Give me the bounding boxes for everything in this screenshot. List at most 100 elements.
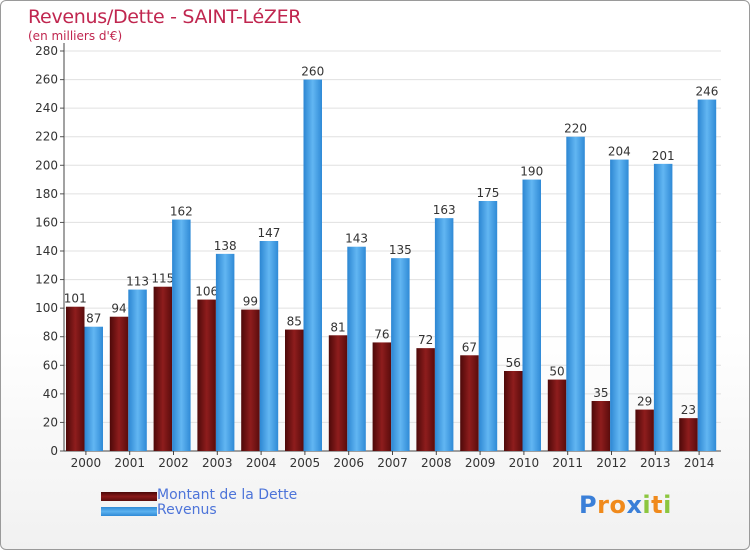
y-tick-label: 180 (35, 187, 58, 201)
y-tick-label: 120 (35, 273, 58, 287)
x-tick-label: 2014 (684, 456, 715, 470)
data-label-revenus: 113 (126, 275, 149, 289)
data-label-revenus: 138 (214, 239, 237, 253)
data-label-dette: 50 (549, 365, 564, 379)
data-label-dette: 99 (243, 295, 258, 309)
legend-label-dette: Montant de la Dette (157, 487, 298, 503)
legend-label-revenus: Revenus (157, 502, 217, 518)
bar-dette (460, 355, 479, 451)
x-tick-label: 2008 (421, 456, 452, 470)
logo-letter: o (609, 491, 627, 519)
bar-revenus (172, 219, 191, 451)
x-tick-label: 2000 (71, 456, 102, 470)
x-tick-label: 2012 (596, 456, 627, 470)
bar-dette (328, 335, 348, 451)
x-tick-label: 2013 (640, 456, 671, 470)
x-tick-label: 2002 (158, 456, 189, 470)
data-label-revenus: 246 (695, 85, 718, 99)
bar-dette (591, 401, 611, 451)
data-label-revenus: 162 (170, 205, 193, 219)
data-label-revenus: 143 (345, 232, 368, 246)
logo-letter: r (597, 491, 610, 519)
bar-revenus (566, 136, 585, 451)
bar-revenus (84, 326, 103, 451)
bar-dette (504, 371, 523, 451)
y-tick-label: 80 (43, 330, 58, 344)
bar-revenus (303, 79, 322, 452)
logo-letter: i (663, 491, 672, 519)
bar-dette (241, 309, 260, 451)
data-label-dette: 56 (506, 356, 521, 370)
bar-revenus (653, 163, 673, 451)
chart-title: Revenus/Dette - SAINT-LéZER (28, 6, 302, 28)
x-tick-label: 2011 (552, 456, 583, 470)
data-label-dette: 94 (111, 302, 126, 316)
legend-swatch-revenus (101, 507, 157, 516)
data-label-dette: 101 (64, 292, 87, 306)
bar-dette (372, 342, 392, 451)
y-tick-label: 20 (43, 415, 58, 429)
bar-revenus (347, 246, 366, 451)
data-label-revenus: 163 (433, 203, 456, 217)
y-tick-label: 240 (35, 101, 58, 115)
logo-letter: t (651, 491, 664, 519)
y-tick-label: 160 (35, 215, 58, 229)
logo-letter: P (579, 491, 598, 519)
data-label-revenus: 201 (652, 149, 675, 163)
data-label-revenus: 190 (520, 165, 543, 179)
y-tick-label: 100 (35, 301, 58, 315)
data-label-revenus: 87 (86, 312, 101, 326)
bar-revenus (697, 99, 717, 452)
x-tick-label: 2009 (465, 456, 496, 470)
proxiti-logo: Proxiti (579, 491, 672, 519)
data-label-dette: 76 (374, 327, 389, 341)
x-tick-label: 2001 (114, 456, 145, 470)
x-tick-label: 2006 (333, 456, 364, 470)
data-label-dette: 115 (151, 272, 174, 286)
y-tick-label: 200 (35, 158, 58, 172)
bar-revenus (391, 258, 410, 451)
data-label-revenus: 220 (564, 122, 587, 136)
logo-letter: i (642, 491, 652, 519)
bar-dette (66, 306, 85, 451)
bar-dette (416, 348, 435, 451)
bar-dette (285, 329, 304, 451)
bar-revenus (259, 241, 279, 451)
bar-revenus (215, 253, 235, 451)
y-tick-label: 40 (43, 387, 58, 401)
bar-revenus (478, 201, 498, 451)
y-tick-label: 60 (43, 358, 58, 372)
data-label-dette: 67 (462, 340, 477, 354)
y-tick-label: 260 (35, 73, 58, 87)
x-tick-label: 2003 (202, 456, 233, 470)
data-label-dette: 106 (195, 285, 218, 299)
data-label-dette: 85 (287, 315, 302, 329)
chart-subtitle: (en milliers d'€) (28, 29, 123, 43)
data-label-dette: 29 (637, 395, 652, 409)
x-tick-label: 2004 (246, 456, 277, 470)
y-tick-label: 280 (35, 44, 58, 58)
data-label-revenus: 260 (301, 65, 324, 79)
y-tick-label: 0 (50, 444, 58, 458)
data-label-revenus: 135 (389, 243, 412, 257)
bar-dette (109, 316, 129, 451)
x-tick-label: 2005 (290, 456, 321, 470)
logo-letter: x (626, 491, 643, 519)
bar-revenus (522, 179, 541, 452)
bar-revenus (434, 218, 454, 451)
data-label-dette: 81 (330, 320, 345, 334)
x-tick-label: 2007 (377, 456, 408, 470)
y-tick-label: 140 (35, 244, 58, 258)
data-label-dette: 35 (593, 386, 608, 400)
bar-revenus (610, 159, 629, 452)
data-label-revenus: 175 (476, 186, 499, 200)
data-label-revenus: 147 (257, 226, 280, 240)
bar-dette (635, 409, 654, 451)
data-label-revenus: 204 (608, 145, 631, 159)
bar-dette (547, 379, 567, 451)
data-label-dette: 23 (681, 403, 696, 417)
bar-dette (153, 286, 173, 451)
bar-revenus (128, 289, 147, 451)
legend-swatch-dette (101, 492, 157, 501)
x-tick-label: 2010 (509, 456, 540, 470)
